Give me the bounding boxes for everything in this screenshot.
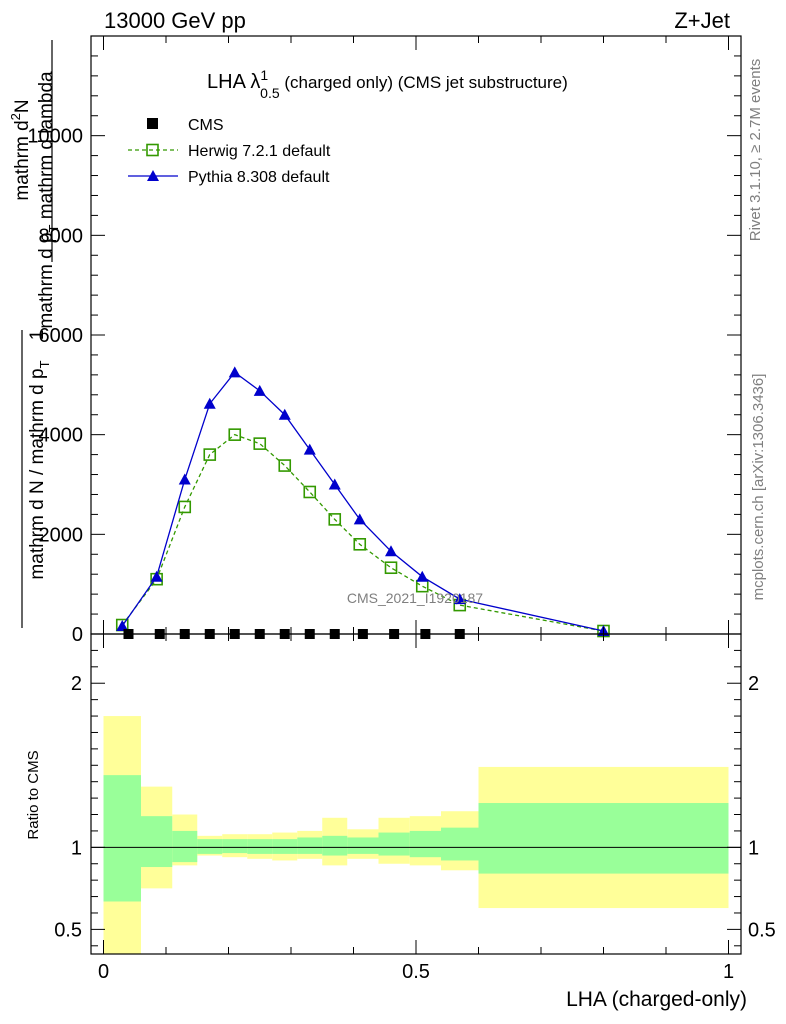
- ylabel-num-d: mathrm d: [12, 120, 33, 200]
- x-axis-label: LHA (charged-only): [566, 988, 747, 1011]
- main-ylabel: 1: [27, 330, 48, 341]
- ratio-band-inner: [272, 839, 298, 854]
- legend-marker-herwig: [146, 143, 159, 157]
- ratio-band-inner: [378, 832, 410, 856]
- main-ylabel-prefix: 1: [27, 330, 48, 341]
- svg-text:mathrm d2N: mathrm d2N: [8, 99, 33, 200]
- ylabel-num-sup: 2: [8, 113, 23, 120]
- svg-text:mcplots.cern.ch [arXiv:1306.34: mcplots.cern.ch [arXiv:1306.3436]: [750, 374, 767, 601]
- pythia-point: [178, 473, 191, 485]
- ratio-ytick-label-left: 2: [71, 673, 82, 695]
- ratio-xtick-label: 0.5: [402, 961, 430, 983]
- ratio-band-inner: [141, 816, 173, 868]
- main-ylabel-denominator: mathrm d N / mathrm d pT: [27, 360, 52, 579]
- ylabel-den-sub: T: [46, 224, 61, 232]
- main-ytick-label: 10000: [27, 126, 83, 148]
- svg-text:mathrm d pT mathrm d lambda: mathrm d pT mathrm d lambda: [36, 71, 61, 329]
- main-ytick-label: 8000: [39, 225, 84, 247]
- herwig-point: [178, 500, 192, 514]
- herwig-point: [384, 561, 398, 575]
- herwig-point: [353, 537, 367, 551]
- herwig-point: [303, 485, 317, 499]
- legend-label-pythia: Pythia 8.308 default: [188, 169, 330, 186]
- ylabel-denom-text: mathrm d N / mathrm d p: [27, 368, 48, 579]
- ratio-band-inner: [441, 827, 479, 861]
- ratio-band-inner: [103, 775, 141, 902]
- mcplots-note: mcplots.cern.ch [arXiv:1306.3436]: [750, 374, 767, 601]
- pythia-point: [150, 570, 163, 582]
- ratio-ytick-label-right: 1: [748, 837, 759, 859]
- ratio-band-inner: [222, 839, 248, 854]
- main-ytick-label: 0: [72, 624, 83, 646]
- legend-marker-pythia: [147, 170, 159, 181]
- header-right-label: Z+Jet: [674, 8, 730, 33]
- pythia-point: [228, 366, 241, 378]
- ratio-ytick-label-left: 1: [71, 837, 82, 859]
- herwig-point: [328, 513, 342, 526]
- legend-label-herwig: Herwig 7.2.1 default: [188, 143, 331, 160]
- analysis-watermark: CMS_2021_I1920187: [347, 590, 483, 606]
- main-plot: 0 2000 4000 6000 8000 10000: [27, 35, 742, 646]
- ratio-ylabel: Ratio to CMS: [25, 750, 42, 839]
- ratio-xtick-label: 1: [723, 961, 734, 983]
- legend-label-cms: CMS: [188, 117, 224, 134]
- ratio-band-inner: [478, 803, 729, 874]
- svg-text:Rivet 3.1.10, ≥ 2.7M events: Rivet 3.1.10, ≥ 2.7M events: [747, 59, 764, 242]
- pythia-point: [278, 408, 291, 420]
- legend: CMS Herwig 7.2.1 default Pythia 8.308 de…: [128, 117, 331, 186]
- ylabel-den-rest: mathrm d lambda: [36, 71, 57, 225]
- pythia-point: [385, 545, 397, 557]
- ratio-band-inner: [347, 837, 379, 854]
- header-left-label: 13000 GeV pp: [104, 8, 246, 33]
- ratio-ytick-label-right: 0.5: [748, 919, 776, 941]
- plot-title-main: LHA λ: [207, 71, 260, 93]
- ratio-band-inner: [197, 839, 223, 854]
- ratio-band-inner: [322, 835, 348, 856]
- svg-text:mathrm d N / mathrm d pT: mathrm d N / mathrm d pT: [27, 360, 52, 579]
- rivet-note: Rivet 3.1.10, ≥ 2.7M events: [747, 59, 764, 242]
- pythia-point: [416, 570, 429, 582]
- main-ytick-label: 6000: [39, 325, 84, 347]
- ratio-band-inner: [409, 830, 441, 858]
- ratio-xtick-label: 0: [98, 961, 109, 983]
- plot-title-rest: (charged only) (CMS jet substructure): [280, 73, 568, 92]
- pythia-point: [453, 593, 466, 605]
- main-ytick-label: 4000: [39, 425, 84, 447]
- pythia-point: [328, 478, 341, 490]
- legend-marker-cms: [147, 118, 158, 129]
- ylabel-num-n: N: [12, 99, 33, 113]
- pythia-point: [253, 384, 266, 396]
- herwig-point: [203, 448, 217, 461]
- plot-title: LHA λ1 0.5 (charged only) (CMS jet substr…: [207, 67, 568, 101]
- ylabel-den-d: mathrm d p: [36, 232, 57, 328]
- pythia-line: [121, 371, 604, 632]
- herwig-point: [278, 459, 292, 472]
- herwig-point: [253, 437, 267, 450]
- plot-title-sub: 0.5: [260, 85, 280, 101]
- ylabel-denom-sub: T: [37, 360, 52, 368]
- ratio-plot: 0.5 0.5 1 1 2 2 0 0.5 1: [54, 633, 776, 983]
- svg-text:Ratio to CMS: Ratio to CMS: [25, 750, 42, 839]
- pythia-point: [116, 620, 129, 632]
- ratio-ytick-label-right: 2: [748, 673, 759, 695]
- ratio-band-inner: [172, 830, 198, 863]
- herwig-point: [228, 428, 242, 441]
- pythia-point: [303, 443, 316, 455]
- pythia-point: [353, 513, 366, 525]
- plot-title-sup: 1: [260, 67, 268, 83]
- main-ytick-label: 2000: [39, 524, 84, 546]
- pythia-point: [203, 397, 216, 409]
- ratio-band-inner: [247, 839, 273, 854]
- main-ylabel-numerator-top: mathrm d2N: [8, 99, 33, 200]
- ratio-ytick-label-left: 0.5: [54, 919, 82, 941]
- ratio-band-inner: [297, 837, 323, 854]
- main-ylabel-numerator-bottom: mathrm d pT mathrm d lambda: [36, 71, 61, 329]
